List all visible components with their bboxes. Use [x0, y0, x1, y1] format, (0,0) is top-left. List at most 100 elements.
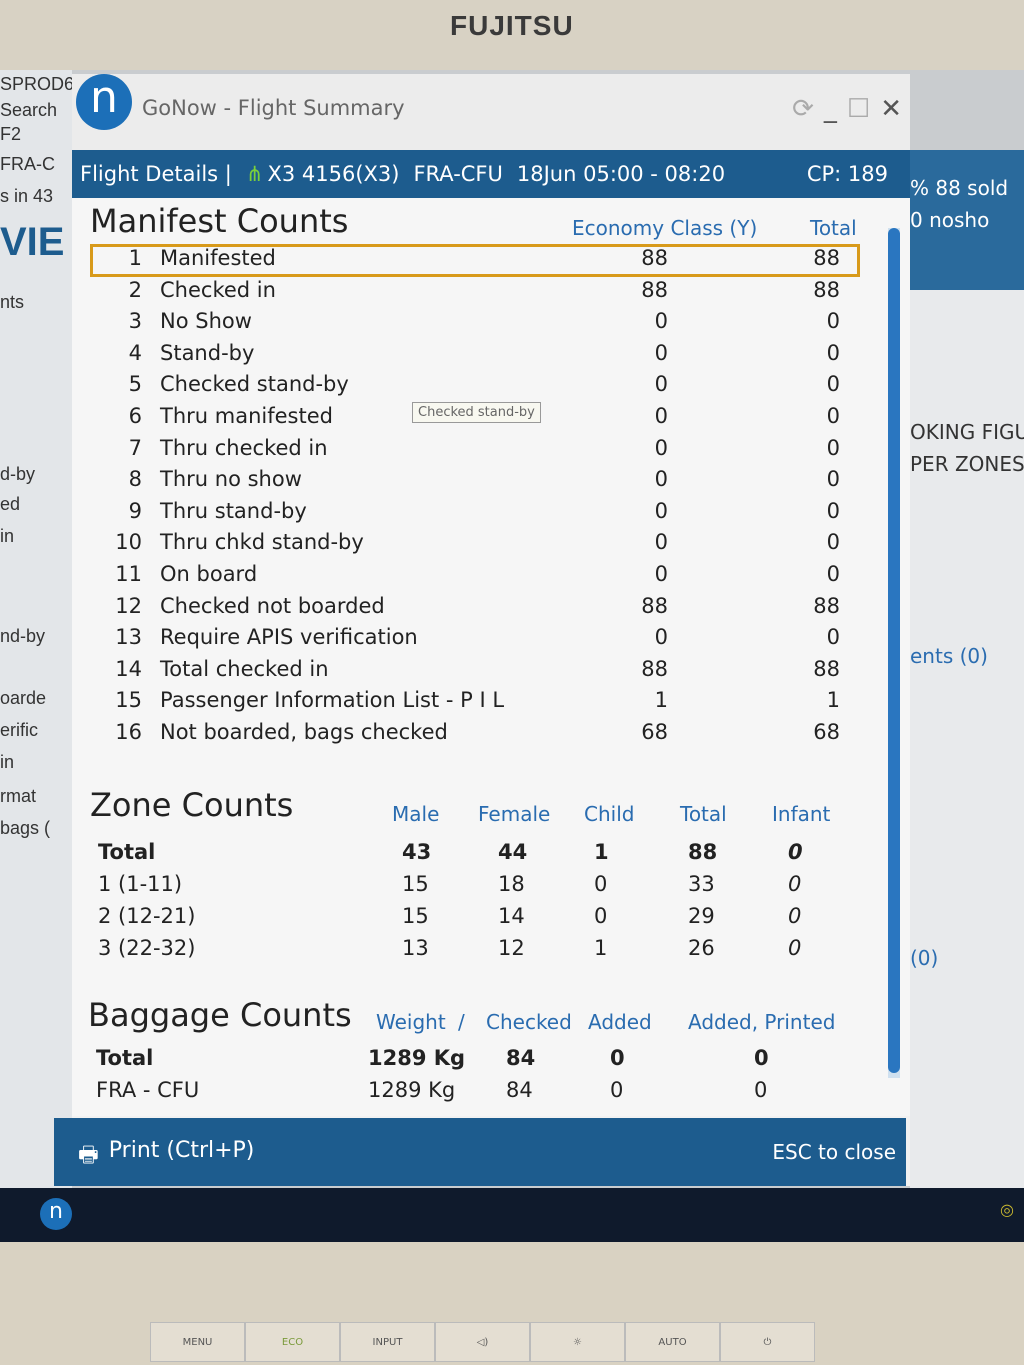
row-number: 9: [128, 498, 142, 523]
total-count: 0: [826, 435, 840, 460]
esc-to-close[interactable]: ESC to close: [772, 1140, 896, 1164]
scrollbar[interactable]: [888, 228, 900, 1078]
minimize-button[interactable]: _: [823, 94, 837, 124]
baggage-value: 0: [754, 1078, 768, 1102]
cp-count: CP: 189: [806, 162, 888, 186]
zone-value: 0: [594, 872, 608, 896]
monitor-button[interactable]: AUTO: [625, 1322, 720, 1362]
zone-value: 1: [594, 936, 608, 960]
baggage-value: 1289 Kg: [368, 1078, 456, 1102]
monitor-bezel-bottom: MENU ECO INPUT ◁) ☼ AUTO ⏻: [0, 1242, 1024, 1365]
row-number: 7: [128, 435, 142, 460]
monitor-button[interactable]: ECO: [245, 1322, 340, 1362]
row-number: 16: [115, 720, 142, 744]
tray-icon[interactable]: ◎: [1000, 1200, 1014, 1219]
background-text: s in 43: [0, 186, 54, 206]
zone-col-header: Female: [478, 802, 551, 826]
print-button[interactable]: 🖶 Print (Ctrl+P): [78, 1138, 254, 1176]
baggage-title: Baggage Counts: [88, 996, 352, 1034]
zone-value: 0: [594, 904, 608, 928]
zone-label: Total: [98, 840, 156, 864]
monitor-button[interactable]: ☼: [530, 1322, 625, 1362]
manifest-row-4[interactable]: 4 Stand-by 0 0: [72, 341, 852, 371]
manifest-row-15[interactable]: 15 Passenger Information List - P I L 1 1: [72, 688, 852, 718]
background-text: d-by: [0, 464, 36, 484]
manifest-row-10[interactable]: 10 Thru chkd stand-by 0 0: [72, 530, 852, 560]
row-label: Checked stand-by: [160, 372, 349, 397]
manifest-row-13[interactable]: 13 Require APIS verification 0 0: [72, 625, 852, 655]
manifest-row-2[interactable]: 2 Checked in 88 88: [72, 278, 852, 308]
baggage-value: 0: [610, 1078, 624, 1102]
title-bar: n GoNow - Flight Summary ⟳ _ ☐ ✕: [72, 74, 910, 150]
background-window-left: SPROD6 Search F2 FRA-C s in 43 VIE nts d-by ed in…: [0, 70, 72, 1190]
economy-count: 88: [641, 246, 668, 270]
total-count: 88: [813, 656, 840, 681]
manifest-row-8[interactable]: 8 Thru no show 0 0: [72, 467, 852, 497]
background-text: % 88 sold: [910, 176, 1009, 200]
row-label: Require APIS verification: [160, 625, 418, 650]
window-title: GoNow - Flight Summary: [142, 96, 405, 120]
economy-count: 0: [654, 340, 668, 365]
row-label: Total checked in: [160, 656, 329, 681]
row-label: Passenger Information List - P I L: [160, 688, 505, 713]
manifest-row-1[interactable]: 1 Manifested 88 88: [72, 246, 852, 276]
zone-value: 1: [594, 840, 609, 864]
flight-details-header: Flight Details | ⋔ X3 4156(X3) FRA-CFU 1…: [72, 150, 910, 198]
taskbar-app-icon[interactable]: n: [40, 1198, 72, 1230]
manifest-row-12[interactable]: 12 Checked not boarded 88 88: [72, 594, 852, 624]
manifest-row-5[interactable]: 5 Checked stand-by 0 0: [72, 372, 852, 402]
total-count: 0: [826, 404, 840, 428]
zone-value: 0: [788, 840, 803, 864]
zone-col-header: Male: [392, 802, 440, 826]
printer-icon: 🖶: [78, 1143, 99, 1168]
col-economy: Economy Class (Y): [572, 216, 758, 240]
zone-label: 1 (1-11): [98, 872, 183, 896]
baggage-value: 0: [754, 1046, 769, 1070]
zone-col-header: Infant: [772, 802, 831, 826]
background-text: OKING FIGU: [910, 420, 1024, 444]
row-label: Thru stand-by: [160, 498, 307, 523]
monitor-button[interactable]: MENU: [150, 1322, 245, 1362]
row-number: 3: [128, 309, 142, 334]
row-number: 1: [128, 246, 142, 270]
row-label: Checked not boarded: [160, 593, 385, 618]
monitor-button[interactable]: ◁): [435, 1322, 530, 1362]
selected-row-highlight: [90, 244, 860, 277]
total-count: 68: [813, 720, 840, 744]
row-label: Thru chkd stand-by: [160, 530, 364, 555]
manifest-row-14[interactable]: 14 Total checked in 88 88: [72, 657, 852, 687]
refresh-icon[interactable]: ⟳: [792, 94, 814, 124]
airline-icon: ⋔: [245, 162, 264, 186]
manifest-row-7[interactable]: 7 Thru checked in 0 0: [72, 436, 852, 466]
manifest-row-9[interactable]: 9 Thru stand-by 0 0: [72, 499, 852, 529]
screen: SPROD6 Search F2 FRA-C s in 43 VIE nts d-by ed in…: [0, 70, 1024, 1242]
zone-value: 0: [788, 872, 802, 896]
maximize-button[interactable]: ☐: [846, 94, 871, 124]
monitor-button[interactable]: INPUT: [340, 1322, 435, 1362]
economy-count: 88: [641, 593, 668, 618]
col-total: Total: [810, 216, 857, 240]
row-number: 15: [115, 688, 142, 713]
zone-value: 26: [688, 936, 715, 960]
row-label: Manifested: [160, 246, 276, 270]
background-text: rmat: [0, 786, 36, 806]
close-button[interactable]: ✕: [880, 94, 902, 124]
row-number: 14: [115, 656, 142, 681]
monitor-button[interactable]: ⏻: [720, 1322, 815, 1362]
total-count: 88: [813, 277, 840, 302]
manifest-row-11[interactable]: 11 On board 0 0: [72, 562, 852, 592]
row-label: No Show: [160, 309, 252, 334]
zone-value: 14: [498, 904, 525, 928]
manifest-row-6[interactable]: 6 Thru manifested 0 0: [72, 404, 852, 434]
total-count: 88: [813, 593, 840, 618]
total-count: 0: [826, 309, 840, 334]
baggage-col-header: Checked: [486, 1010, 572, 1034]
manifest-row-3[interactable]: 3 No Show 0 0: [72, 309, 852, 339]
app-logo: n: [76, 74, 132, 130]
schedule: 18Jun 05:00 - 08:20: [516, 162, 726, 186]
background-text: bags (: [0, 818, 51, 838]
manifest-row-16[interactable]: 16 Not boarded, bags checked 68 68: [72, 720, 852, 750]
economy-count: 68: [641, 720, 668, 744]
total-count: 0: [826, 562, 840, 586]
total-count: 1: [826, 688, 840, 713]
